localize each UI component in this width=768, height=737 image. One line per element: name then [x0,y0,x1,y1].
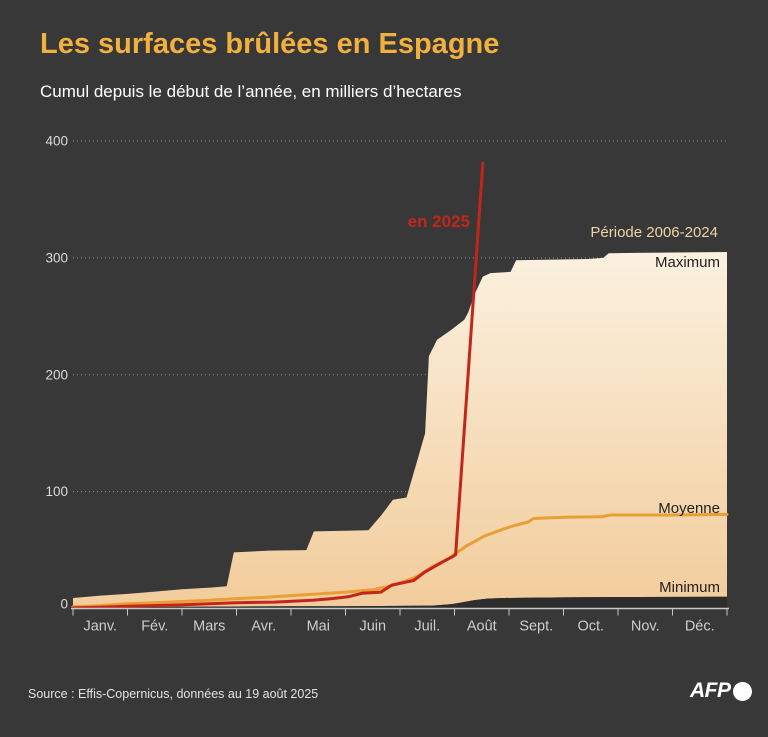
x-tick-label-Fév.: Fév. [141,619,168,635]
x-tick-label-Mai: Mai [307,619,330,635]
band-group [73,252,727,609]
label-minimum: Minimum [659,579,720,596]
x-tick-label-Sept.: Sept. [519,619,553,635]
y-tick-label-300: 300 [45,250,68,265]
minimum-area [73,596,727,609]
y-tick-label-0: 0 [60,597,68,612]
series-group [71,161,729,610]
x-tick-label-Oct.: Oct. [577,619,604,635]
band-area-2006-2024 [73,252,727,608]
label-en-2025: en 2025 [407,212,470,231]
afp-logo-text: AFP [690,679,731,702]
label-maximum: Maximum [654,254,720,271]
x-tick-label-Avr.: Avr. [251,619,276,635]
y-tick-label-200: 200 [45,367,68,382]
series-line-en-2025 [71,161,485,610]
x-tick-label-Août: Août [467,619,497,635]
x-tick-label-Déc.: Déc. [685,619,715,635]
x-tick-label-Juil.: Juil. [414,619,440,635]
source-credit: Source : Effis-Copernicus, données au 19… [28,687,319,701]
x-tick-label-Mars: Mars [193,619,225,635]
x-tick-label-Janv.: Janv. [83,619,117,635]
label-periode-2006-2024: Période 2006-2024 [590,224,718,241]
afp-logo: AFP [690,679,752,703]
label-moyenne: Moyenne [658,500,720,517]
page-title: Les surfaces brûlées en Espagne [40,28,500,60]
page-subtitle: Cumul depuis le début de l’année, en mil… [40,82,462,101]
x-tick-label-Juin: Juin [359,619,386,635]
x-axis: Janv. Fév. Mars Avr. Mai Juin Juil. Août Sept. Oc… [71,607,729,635]
x-tick-label-Nov.: Nov. [631,619,660,635]
y-tick-labels: 0 100 200 300 400 [45,134,68,612]
y-tick-label-100: 100 [45,484,68,499]
y-tick-label-400: 400 [45,134,68,149]
series-line-moyenne [71,512,729,609]
afp-globe-icon [732,681,752,701]
